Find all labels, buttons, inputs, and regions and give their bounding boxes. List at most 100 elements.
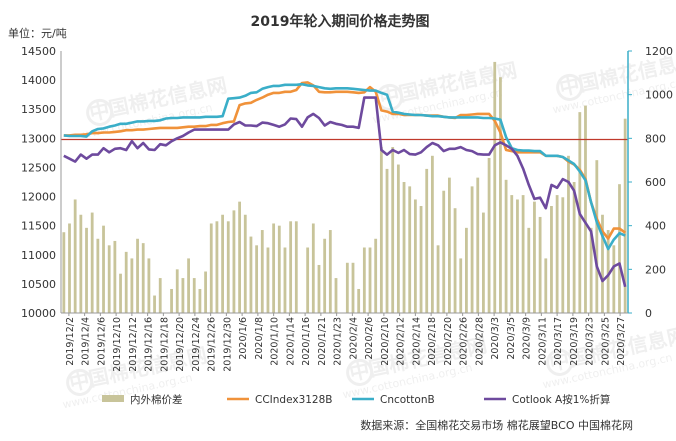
watermark-logo <box>66 368 94 396</box>
bar <box>362 247 366 313</box>
bar <box>476 177 480 313</box>
legend-label: CCIndex3128B <box>255 394 333 406</box>
bar <box>107 245 111 313</box>
left-axis-tick-label: 14500 <box>21 45 56 58</box>
left-axis-tick-label: 10000 <box>21 307 56 320</box>
bar <box>153 295 156 313</box>
left-axis-tick-label: 11000 <box>21 249 56 262</box>
left-axis-tick-label: 11500 <box>21 220 56 233</box>
bar <box>572 182 576 313</box>
legend-label: 内外棉价差 <box>130 393 183 406</box>
bar <box>595 160 599 313</box>
bar <box>442 190 446 313</box>
bar <box>306 247 310 313</box>
right-axis-tick-label: 0 <box>645 307 652 320</box>
bar <box>555 195 559 313</box>
bar <box>413 199 417 313</box>
legend-label: Cotlook A按1%折算 <box>512 393 610 406</box>
bar <box>521 195 525 313</box>
x-axis-tick-label: 2020/1/23 <box>333 317 344 366</box>
left-axis-tick-label: 12000 <box>21 191 56 204</box>
bar <box>289 221 293 313</box>
x-axis-tick-label: 2020/3/17 <box>553 317 564 366</box>
legend: 内外棉价差 CCIndex3128B CncottonB Cotlook A按1%折算 <box>102 393 610 406</box>
bar <box>96 238 100 313</box>
bar <box>561 197 565 313</box>
bar <box>317 264 321 313</box>
bar <box>402 182 406 313</box>
x-axis-tick-label: 2019/12/4 <box>81 317 92 366</box>
bar <box>499 77 502 313</box>
right-axis-tick-label: 1200 <box>645 45 673 58</box>
bar <box>385 168 389 313</box>
bar-series-layer <box>62 61 627 313</box>
bar <box>221 214 224 313</box>
bar <box>328 230 332 313</box>
legend-label: CncottonB <box>380 394 435 406</box>
watermark-logo <box>556 73 584 101</box>
bar <box>68 223 71 313</box>
bar <box>283 247 287 313</box>
bar <box>533 201 536 313</box>
bar <box>73 199 77 313</box>
bar <box>311 223 315 313</box>
bar <box>436 245 440 313</box>
right-axis-tick-label: 200 <box>645 263 666 276</box>
line-series-layer <box>61 81 628 288</box>
unit-label: 单位：元/吨 <box>8 26 67 40</box>
x-axis-tick-label: 2020/3/27 <box>616 317 627 366</box>
watermark-logo <box>346 358 374 386</box>
x-axis-tick-label: 2020/3/5 <box>506 317 517 360</box>
x-axis-tick-label: 2020/2/26 <box>459 317 470 366</box>
bar <box>192 278 196 313</box>
bar <box>538 216 542 313</box>
bar <box>294 221 298 313</box>
bar <box>612 245 616 313</box>
x-axis-tick-label: 2020/1/14 <box>285 317 296 366</box>
bar <box>544 258 548 313</box>
bar <box>391 147 395 313</box>
x-axis-tick-label: 2020/2/6 <box>364 317 375 360</box>
bar <box>618 184 621 313</box>
x-axis-tick-label: 2020/1/8 <box>254 317 265 360</box>
bar <box>459 258 463 313</box>
x-axis-tick-label: 2020/3/3 <box>490 317 501 360</box>
bar <box>175 269 179 313</box>
left-axis-tick-label: 12500 <box>21 161 56 174</box>
x-axis-tick-label: 2019/12/18 <box>159 317 170 372</box>
x-axis-tick-label: 2019/12/16 <box>144 317 155 372</box>
x-axis-tick-label: 2019/12/10 <box>112 317 123 372</box>
bar <box>379 147 383 313</box>
bar <box>482 212 485 313</box>
bar <box>260 230 264 313</box>
bar <box>243 214 247 313</box>
bar <box>601 214 604 313</box>
bar <box>124 251 128 313</box>
bar <box>357 288 361 313</box>
x-axis-tick-label: 2020/2/18 <box>427 317 438 366</box>
x-axis-tick-label: 2020/3/19 <box>569 317 580 366</box>
bar <box>90 212 94 313</box>
bar <box>113 240 117 313</box>
x-axis-tick-label: 2020/3/25 <box>600 317 611 366</box>
x-axis-tick-label: 2020/1/16 <box>301 317 312 366</box>
bar <box>470 186 474 313</box>
bar <box>527 227 531 313</box>
x-axis-tick-label: 2019/12/20 <box>175 317 186 372</box>
bar <box>493 61 497 313</box>
x-axis-tick-label: 2019/12/6 <box>96 317 107 366</box>
bar <box>425 168 429 313</box>
series-line <box>63 81 626 240</box>
x-axis-tick-label: 2020/3/23 <box>585 317 596 366</box>
x-axis-tick-label: 2020/2/28 <box>474 317 485 366</box>
bar <box>136 238 139 313</box>
x-axis-tick-label: 2020/2/14 <box>411 317 422 366</box>
bar <box>584 105 587 313</box>
bar <box>430 155 434 313</box>
bar <box>85 227 88 313</box>
series-line <box>63 96 627 288</box>
bar <box>504 179 508 313</box>
